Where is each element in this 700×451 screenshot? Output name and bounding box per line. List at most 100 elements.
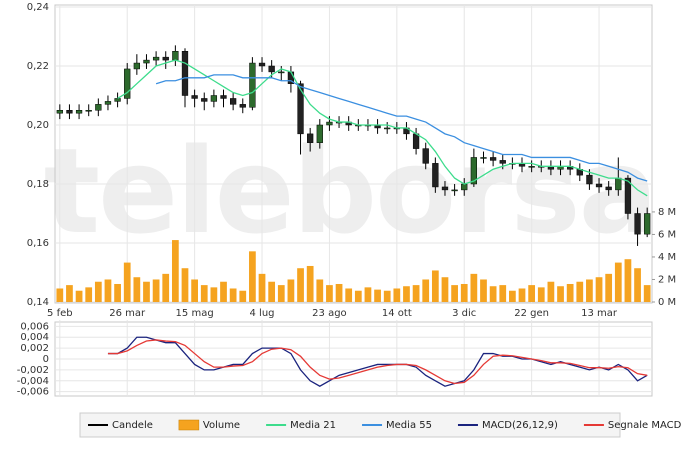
- volume-bar: [306, 265, 314, 302]
- volume-bar: [200, 285, 208, 302]
- y-tick-label: 0,16: [27, 238, 49, 249]
- volume-bar: [374, 289, 381, 302]
- candle-body: [634, 213, 641, 235]
- candle-body: [162, 56, 169, 61]
- candle-body: [268, 65, 275, 73]
- volume-bar: [191, 279, 198, 302]
- volume-bar: [364, 287, 372, 302]
- series-line: [117, 59, 648, 197]
- volume-bar: [595, 277, 603, 302]
- candle-body: [499, 160, 506, 164]
- volume-bar: [547, 281, 555, 302]
- legend-label: Media 55: [386, 420, 432, 431]
- volume-bar: [624, 259, 632, 302]
- series-line: [155, 74, 648, 182]
- volume-bar: [277, 285, 285, 302]
- volume-bar: [94, 281, 102, 302]
- candle-body: [470, 157, 478, 185]
- volume-bar: [480, 279, 487, 302]
- candle-body: [278, 71, 285, 74]
- y-tick-label: 0,004: [20, 332, 49, 343]
- y-tick-label: -0,006: [17, 387, 49, 398]
- candle-body: [172, 51, 179, 61]
- candle-body: [461, 183, 468, 191]
- candle-body: [104, 101, 112, 105]
- legend-label: Media 21: [290, 420, 336, 431]
- volume-bar: [460, 283, 468, 302]
- volume-bar: [326, 285, 333, 302]
- volume-bar: [162, 273, 170, 302]
- candle-body: [326, 121, 333, 126]
- y2-tick-label: 4 M: [658, 252, 676, 263]
- candle-body: [605, 186, 612, 191]
- volume-bar: [104, 279, 112, 302]
- volume-bar: [181, 268, 189, 302]
- y-tick-label: 0,18: [27, 179, 49, 190]
- candle-body: [239, 104, 246, 108]
- candle-body: [480, 157, 487, 159]
- candle-body: [75, 110, 83, 114]
- candle-body: [191, 95, 198, 99]
- x-tick-label: 14 ott: [382, 308, 412, 319]
- candle-body: [66, 110, 73, 114]
- price-frame: [54, 4, 653, 304]
- candle-body: [297, 83, 304, 135]
- volume-bar: [431, 270, 439, 302]
- series-line: [107, 339, 648, 385]
- x-tick-label: 23 ago: [312, 308, 347, 319]
- candle-body: [85, 110, 92, 112]
- candle-body: [114, 98, 121, 102]
- watermark: teleborsa: [44, 122, 657, 260]
- candle-body: [201, 98, 208, 102]
- volume-bar: [335, 283, 343, 302]
- volume-bar: [614, 262, 622, 302]
- volume-bar: [383, 290, 391, 302]
- y-tick-label: 0,20: [27, 120, 49, 131]
- volume-bar: [489, 286, 497, 302]
- y2-tick-label: 8 M: [658, 207, 676, 218]
- volume-bar: [268, 281, 276, 302]
- volume-bar: [345, 288, 353, 302]
- volume-bar: [143, 281, 150, 302]
- volume-bar: [441, 277, 449, 302]
- volume-bar: [210, 287, 218, 302]
- volume-bar: [643, 285, 651, 302]
- volume-bar: [605, 273, 613, 302]
- candle-body: [124, 68, 131, 99]
- x-tick-label: 4 lug: [250, 308, 275, 319]
- x-tick-label: 22 gen: [514, 308, 549, 319]
- candle-body: [384, 127, 391, 130]
- candle-body: [210, 95, 218, 102]
- candle-body: [56, 110, 63, 114]
- volume-bar: [220, 281, 227, 302]
- volume-bar: [509, 290, 516, 302]
- x-tick-label: 26 mar: [109, 308, 146, 319]
- candle-body: [258, 62, 266, 67]
- volume-bar: [66, 285, 73, 302]
- y-tick-label: 0,006: [20, 321, 49, 332]
- candle-body: [451, 189, 458, 192]
- volume-bar: [566, 283, 574, 302]
- x-tick-label: 3 dic: [452, 308, 476, 319]
- volume-bar: [412, 285, 420, 302]
- y2-tick-label: 6 M: [658, 229, 676, 240]
- volume-bar: [557, 286, 564, 302]
- candle-body: [644, 213, 651, 235]
- volume-bar: [229, 288, 237, 302]
- candle-body: [441, 186, 449, 191]
- candle-body: [95, 104, 102, 111]
- candle-body: [595, 183, 603, 188]
- candle-body: [143, 59, 150, 64]
- candle-body: [422, 148, 429, 164]
- volume-bar: [354, 290, 362, 302]
- volume-bar: [287, 279, 295, 302]
- volume-bar: [422, 279, 430, 302]
- candle-body: [586, 174, 593, 185]
- volume-bar: [75, 290, 83, 302]
- candle-body: [528, 166, 535, 168]
- volume-bar: [393, 288, 401, 302]
- y2-tick-label: 0 M: [658, 297, 676, 308]
